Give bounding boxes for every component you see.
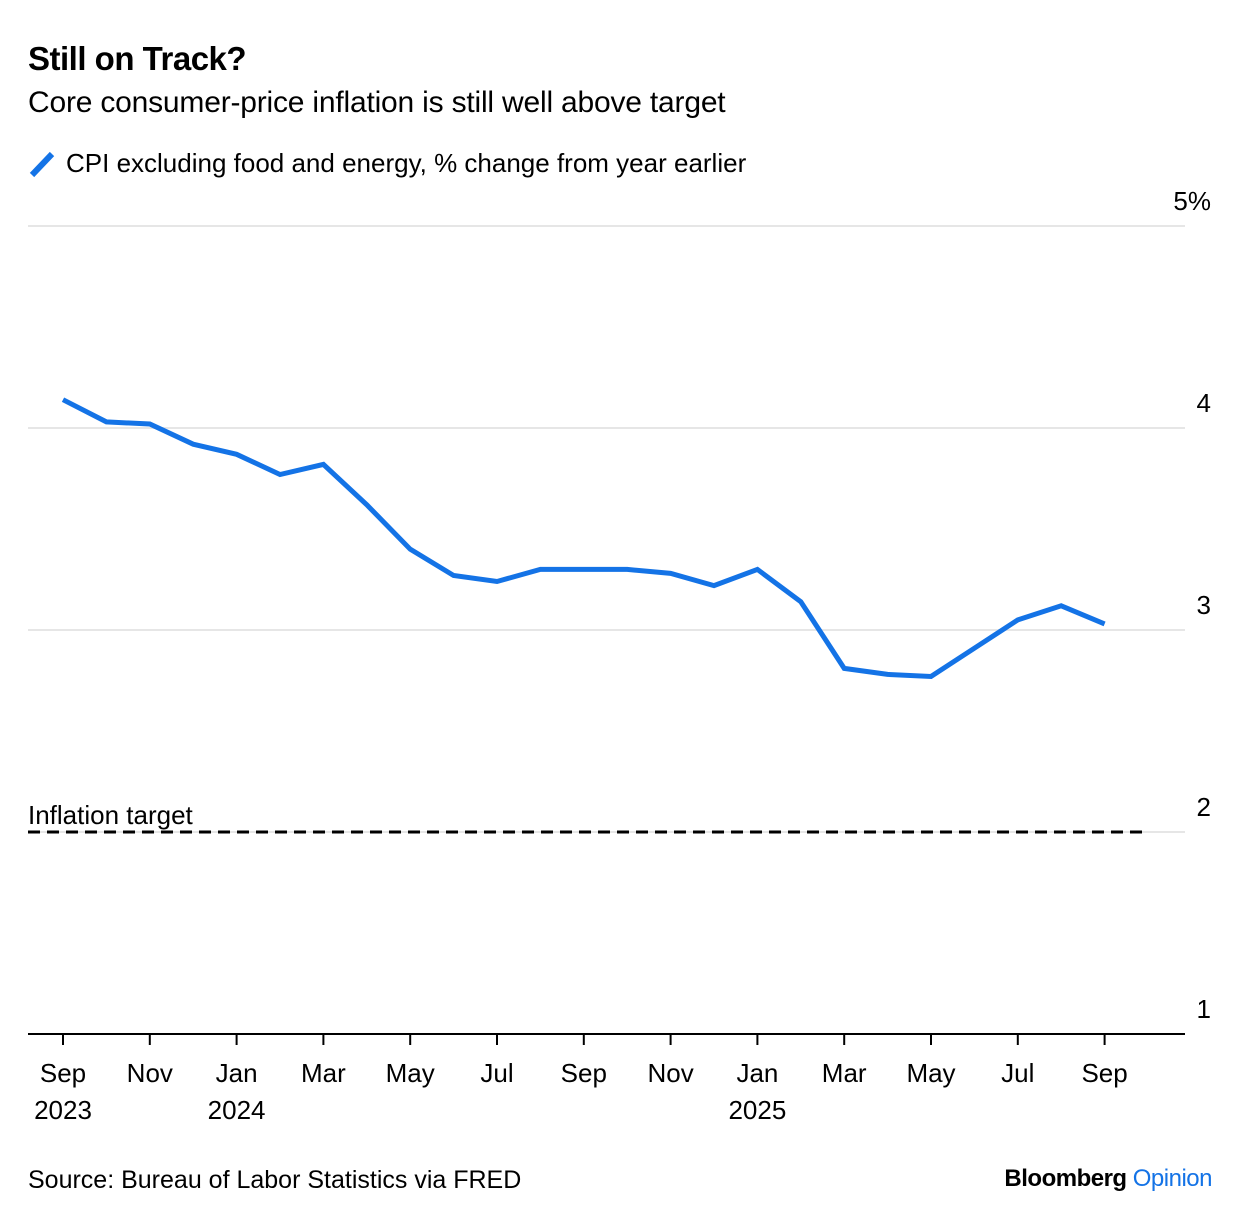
inflation-target: Inflation target — [28, 800, 1142, 834]
x-tick-label: Mar — [301, 1058, 346, 1088]
x-tick-label: Sep — [561, 1058, 607, 1088]
brand-secondary: Opinion — [1132, 1165, 1213, 1192]
x-tick-label: May — [386, 1058, 435, 1088]
x-tick-year-label: 2024 — [208, 1095, 266, 1125]
x-tick-label: Jul — [1001, 1058, 1034, 1088]
gridlines — [28, 225, 1185, 833]
target-label: Inflation target — [28, 800, 194, 830]
brand-logo: Bloomberg Opinion — [1004, 1165, 1212, 1193]
series-layer — [61, 397, 1106, 680]
x-tick-year-label: 2025 — [728, 1095, 786, 1125]
legend: CPI excluding food and energy, % change … — [28, 148, 746, 179]
x-axis: Sep 2023 Nov Jan 2024 Mar May Jul Sep Nov Jan 2025 M… — [28, 1033, 1185, 1125]
legend-label: CPI excluding food and energy, % change … — [66, 148, 747, 178]
x-tick-label: Sep — [40, 1058, 86, 1088]
x-tick-year-label: 2023 — [34, 1095, 92, 1125]
source-note: Source: Bureau of Labor Statistics via F… — [28, 1166, 522, 1194]
x-tick-label: Sep — [1081, 1058, 1127, 1088]
x-tick-label: Mar — [822, 1058, 867, 1088]
y-tick-label: 2 — [1197, 792, 1211, 822]
chart-subtitle: Core consumer-price inflation is still w… — [28, 86, 726, 119]
line-swatch-icon — [29, 151, 55, 177]
x-tick-label: Nov — [127, 1058, 173, 1088]
series-line — [61, 397, 1106, 680]
brand-primary: Bloomberg — [1004, 1165, 1127, 1192]
x-tick-label: Nov — [647, 1058, 693, 1088]
y-tick-label: 3 — [1197, 590, 1211, 620]
y-tick-label: 5% — [1173, 186, 1211, 216]
y-tick-label: 4 — [1197, 388, 1211, 418]
chart-title: Still on Track? — [28, 40, 247, 77]
y-axis-labels: 5% 4 3 2 1 — [1173, 186, 1211, 1024]
x-tick-label: Jul — [480, 1058, 513, 1088]
x-tick-label: May — [906, 1058, 955, 1088]
y-tick-label: 1 — [1197, 994, 1211, 1024]
x-tick-label: Jan — [216, 1058, 258, 1088]
x-tick-label: Jan — [736, 1058, 778, 1088]
